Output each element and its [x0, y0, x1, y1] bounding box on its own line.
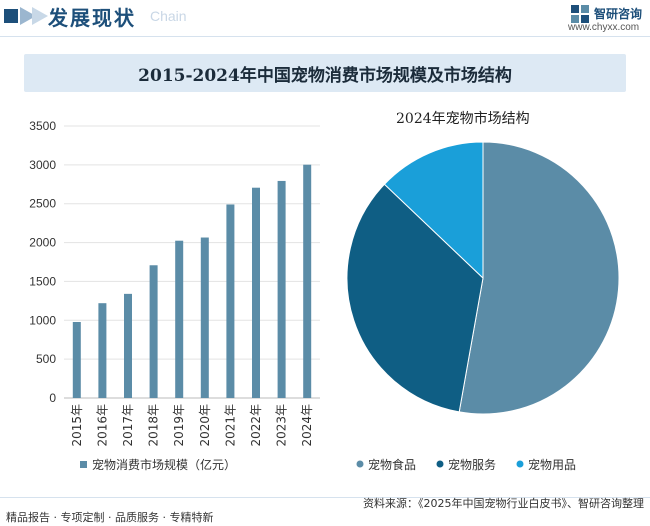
brand-name: 智研咨询	[594, 7, 643, 21]
footer-divider	[0, 497, 650, 498]
header-logo-icon	[4, 7, 48, 25]
x-tick-label: 2016年	[95, 404, 109, 447]
y-tick-label: 2000	[29, 236, 56, 250]
bar	[277, 180, 286, 398]
bar	[252, 187, 260, 398]
pie-legend-label: 宠物服务	[448, 457, 496, 472]
chart-title: 2015-2024年中国宠物消费市场规模及市场结构	[138, 65, 512, 86]
y-tick-label: 3500	[29, 119, 56, 133]
x-tick-label: 2020年	[198, 404, 212, 447]
y-tick-label: 0	[49, 391, 56, 405]
bar	[303, 164, 312, 398]
bar	[226, 204, 235, 398]
bar	[149, 265, 158, 398]
bar	[124, 293, 132, 398]
brand-logo-icon	[571, 5, 589, 23]
bar-legend-swatch	[80, 461, 87, 468]
x-tick-label: 2015年	[70, 404, 84, 447]
x-tick-label: 2019年	[172, 404, 186, 447]
bar-legend-label: 宠物消费市场规模（亿元）	[92, 457, 236, 472]
pie-slice	[383, 141, 484, 280]
header-divider	[0, 36, 650, 37]
chart-title-bar: 2015-2024年中国宠物消费市场规模及市场结构	[24, 54, 626, 92]
bar	[98, 303, 107, 398]
pie-slice	[458, 141, 620, 415]
brand-url: www.chyxx.com	[568, 22, 640, 33]
x-tick-label: 2018年	[147, 404, 161, 447]
x-tick-label: 2017年	[121, 404, 135, 447]
bar	[175, 240, 184, 398]
x-tick-label: 2023年	[275, 404, 289, 447]
x-tick-label: 2021年	[223, 404, 237, 447]
pie-slice	[346, 183, 484, 413]
header: 发展现状 Chain 智研咨询 www.chyxx.com	[0, 0, 650, 36]
y-tick-label: 1500	[29, 274, 56, 288]
source-note: 资料来源：《2025年中国宠物行业白皮书》、智研咨询整理	[363, 497, 644, 510]
x-tick-label: 2024年	[300, 404, 314, 447]
bar	[200, 237, 209, 398]
y-tick-label: 2500	[29, 197, 56, 211]
pie-legend-label: 宠物食品	[368, 457, 416, 472]
y-tick-label: 3000	[29, 158, 56, 172]
section-title: 发展现状	[48, 6, 136, 30]
bar	[72, 321, 81, 398]
x-tick-label: 2022年	[249, 404, 263, 447]
footer-tagline: 精品报告 · 专项定制 · 品质服务 · 专精特新	[6, 511, 214, 524]
pie-legend-swatch	[436, 460, 444, 468]
pie-legend-swatch	[516, 460, 524, 468]
section-subtitle: Chain	[150, 8, 187, 24]
y-tick-label: 500	[36, 352, 56, 366]
pie-legend-label: 宠物用品	[528, 457, 576, 472]
y-tick-label: 1000	[29, 313, 56, 327]
pie-chart-title: 2024年宠物市场结构	[396, 111, 530, 127]
pie-legend-swatch	[356, 460, 364, 468]
